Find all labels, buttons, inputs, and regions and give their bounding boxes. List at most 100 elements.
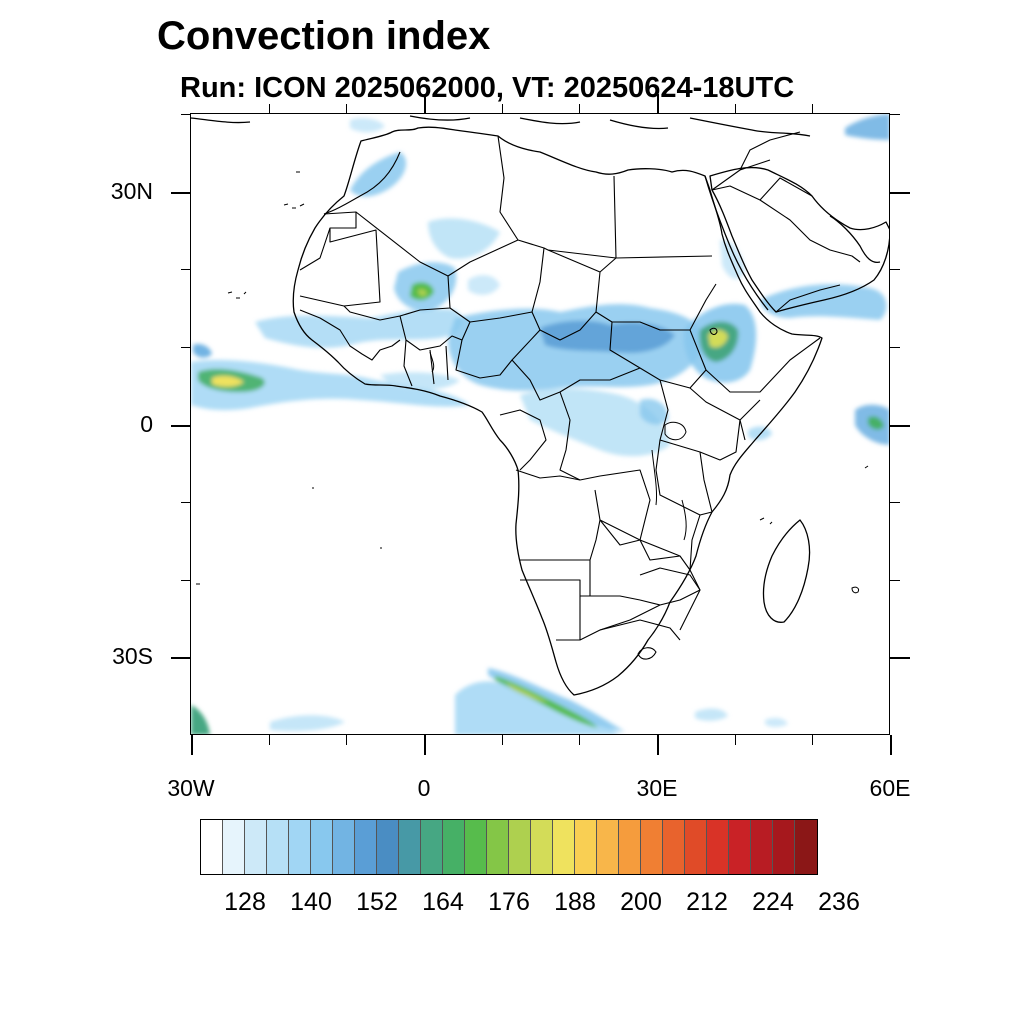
border-lesotho (637, 647, 657, 660)
lon-minor-tick-top (346, 104, 348, 114)
colorbar-box (355, 820, 377, 874)
border-morocco-algeria (323, 151, 401, 215)
lon-minor-tick-bottom (269, 735, 271, 745)
convection-sw-corner (191, 705, 210, 735)
colorbar-box (311, 820, 333, 874)
colorbar-label: 188 (554, 888, 596, 916)
convection-ne-corner (845, 114, 890, 140)
mascarene (851, 586, 859, 594)
persian-gulf (829, 215, 881, 264)
border-namibia-botswana (520, 579, 661, 641)
colorbar-box (399, 820, 421, 874)
convection-sahara-2 (468, 275, 500, 295)
lakes (429, 327, 718, 541)
lat-minor-tick-right (890, 347, 900, 349)
colorbar-box (201, 820, 223, 874)
colorbar-box (597, 820, 619, 874)
colorbar-label: 140 (290, 888, 332, 916)
colorbar (200, 819, 818, 875)
convection-morocco (350, 152, 407, 197)
madagascar-coastline (762, 519, 811, 623)
colorbar-label: 176 (488, 888, 530, 916)
colorbar-label: 164 (422, 888, 464, 916)
convection-sahel-central-core (540, 320, 675, 353)
colorbar-box (487, 820, 509, 874)
map-svg (191, 114, 890, 735)
border-ethiopia-somalia (705, 337, 821, 441)
lon-major-tick-bottom (890, 735, 892, 755)
border-egypt-sudan (615, 255, 713, 259)
convection-sw-strip (270, 715, 345, 732)
chart-title: Convection index (157, 14, 491, 58)
lat-major-tick-left (171, 192, 191, 194)
colorbar-box (751, 820, 773, 874)
convection-field (191, 114, 890, 735)
lon-major-tick-bottom (657, 735, 659, 755)
lake-tanganyika (651, 449, 657, 506)
border-mauritania (299, 228, 381, 307)
colorbar-box (685, 820, 707, 874)
colorbar-box (377, 820, 399, 874)
lat-major-tick-left (171, 657, 191, 659)
cape-verde (227, 291, 247, 299)
lake-tana (709, 327, 718, 335)
red-sea-west (704, 175, 769, 311)
border-south-africa (556, 619, 681, 641)
lat-major-tick-right (890, 425, 910, 427)
border-algeria-libya (447, 135, 519, 277)
lat-minor-tick-left (181, 114, 191, 116)
canary-islands (283, 203, 305, 209)
lat-minor-tick-left (181, 580, 191, 582)
lon-minor-tick-top (812, 104, 814, 114)
lon-minor-tick-top (579, 104, 581, 114)
colorbar-box (773, 820, 795, 874)
lake-victoria (664, 421, 687, 441)
map-panel (191, 114, 890, 735)
colorbar-box (443, 820, 465, 874)
colorbar-box (795, 820, 817, 874)
border-drc (559, 391, 651, 546)
colorbar-box (553, 820, 575, 874)
lat-tick-label: 0 (140, 411, 153, 437)
convection-sahel-west (255, 308, 463, 348)
lon-minor-tick-bottom (346, 735, 348, 745)
convection-mediterranean (350, 118, 385, 133)
lat-minor-tick-right (890, 114, 900, 116)
lat-tick-label: 30N (110, 178, 153, 204)
lon-major-tick-bottom (424, 735, 426, 755)
lon-tick-label: 60E (869, 775, 911, 801)
lat-minor-tick-right (890, 269, 900, 271)
lat-minor-tick-left (181, 347, 191, 349)
lat-minor-tick-left (181, 502, 191, 504)
colorbar-box (267, 820, 289, 874)
border-western-sahara (299, 211, 357, 271)
lon-minor-tick-bottom (579, 735, 581, 745)
border-east-africa (659, 379, 761, 461)
lat-minor-tick-right (890, 580, 900, 582)
border-guinea (299, 309, 401, 361)
convection-southern-band (488, 668, 625, 732)
border-saudi (711, 185, 861, 313)
colorbar-box (729, 820, 751, 874)
mediterranean-north-coast (191, 115, 811, 137)
convection-congo-patch (640, 398, 669, 425)
convection-central-africa (520, 388, 670, 457)
convection-se-patch (695, 708, 728, 721)
border-gabon-congo (499, 409, 547, 471)
chart-subtitle: Run: ICON 2025062000, VT: 20250624-18UTC (180, 72, 795, 104)
colorbar-box (245, 820, 267, 874)
colorbar-label: 236 (818, 888, 860, 916)
convection-mali-peak (418, 289, 427, 297)
convection-guinea-coast (380, 372, 460, 390)
colorbar-box (663, 820, 685, 874)
convection-arabia (760, 284, 887, 320)
convection-se-patch-2 (765, 717, 788, 727)
lon-minor-tick-top (735, 104, 737, 114)
colorbar-box (641, 820, 663, 874)
lat-major-tick-left (171, 425, 191, 427)
convection-southern-peak (505, 682, 548, 702)
convection-atlantic-small (193, 344, 212, 358)
border-middle-east (711, 131, 813, 201)
lon-minor-tick-bottom (735, 735, 737, 745)
lat-minor-tick-right (890, 502, 900, 504)
